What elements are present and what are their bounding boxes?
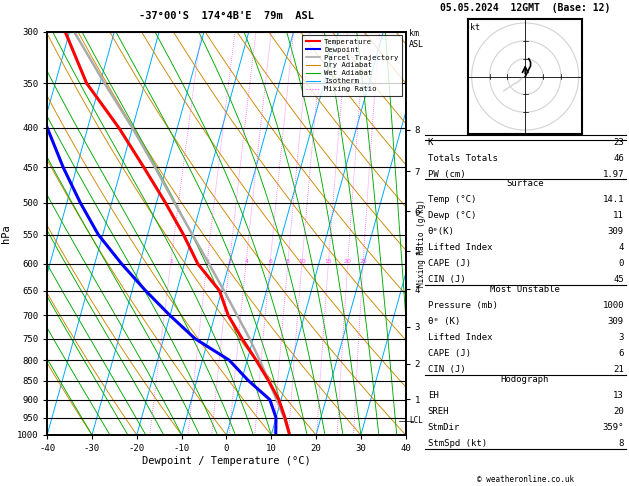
Text: Lifted Index: Lifted Index [428, 333, 493, 342]
Text: θᵉ (K): θᵉ (K) [428, 317, 460, 326]
Text: 25: 25 [359, 259, 367, 263]
Text: -37°00'S  174°4B'E  79m  ASL: -37°00'S 174°4B'E 79m ASL [139, 11, 314, 21]
Text: 20: 20 [344, 259, 352, 263]
Text: 13: 13 [613, 391, 624, 400]
Text: Totals Totals: Totals Totals [428, 154, 498, 163]
Text: © weatheronline.co.uk: © weatheronline.co.uk [477, 474, 574, 484]
Text: Most Unstable: Most Unstable [490, 285, 560, 294]
Text: K: K [428, 138, 433, 147]
Text: PW (cm): PW (cm) [428, 170, 465, 179]
Text: CIN (J): CIN (J) [428, 365, 465, 374]
Text: 309: 309 [608, 227, 624, 236]
Text: km
ASL: km ASL [409, 29, 424, 49]
Text: 15: 15 [325, 259, 332, 263]
X-axis label: Dewpoint / Temperature (°C): Dewpoint / Temperature (°C) [142, 456, 311, 466]
Text: LCL: LCL [409, 416, 423, 425]
Text: 8: 8 [286, 259, 290, 263]
Text: 4: 4 [618, 243, 624, 252]
Text: 21: 21 [613, 365, 624, 374]
Text: 1: 1 [169, 259, 173, 263]
Text: EH: EH [428, 391, 438, 400]
Text: 05.05.2024  12GMT  (Base: 12): 05.05.2024 12GMT (Base: 12) [440, 3, 610, 14]
Text: 309: 309 [608, 317, 624, 326]
Text: 45: 45 [613, 276, 624, 284]
Text: 6: 6 [269, 259, 272, 263]
Text: SREH: SREH [428, 407, 449, 416]
Text: Surface: Surface [506, 179, 543, 188]
Text: 3: 3 [228, 259, 231, 263]
Text: 3: 3 [618, 333, 624, 342]
Text: Dewp (°C): Dewp (°C) [428, 211, 476, 220]
Text: 8: 8 [618, 439, 624, 448]
Text: 20: 20 [613, 407, 624, 416]
Text: 14.1: 14.1 [603, 195, 624, 204]
Text: 2: 2 [205, 259, 209, 263]
Text: 10: 10 [298, 259, 306, 263]
Text: 23: 23 [613, 138, 624, 147]
Text: 1.97: 1.97 [603, 170, 624, 179]
Text: 0: 0 [618, 260, 624, 268]
Text: kt: kt [470, 23, 481, 32]
Text: Pressure (mb): Pressure (mb) [428, 301, 498, 310]
Text: StmDir: StmDir [428, 423, 460, 432]
Text: 359°: 359° [603, 423, 624, 432]
Text: Mixing Ratio (g/kg): Mixing Ratio (g/kg) [417, 199, 426, 287]
Text: 11: 11 [613, 211, 624, 220]
Text: 4: 4 [244, 259, 248, 263]
Text: θᵉ(K): θᵉ(K) [428, 227, 455, 236]
Text: 46: 46 [613, 154, 624, 163]
Text: 6: 6 [618, 349, 624, 358]
Text: 1000: 1000 [603, 301, 624, 310]
Text: Lifted Index: Lifted Index [428, 243, 493, 252]
Text: Hodograph: Hodograph [501, 375, 549, 384]
Text: StmSpd (kt): StmSpd (kt) [428, 439, 487, 448]
Text: CAPE (J): CAPE (J) [428, 260, 470, 268]
Y-axis label: hPa: hPa [1, 224, 11, 243]
Text: Temp (°C): Temp (°C) [428, 195, 476, 204]
Text: CIN (J): CIN (J) [428, 276, 465, 284]
Legend: Temperature, Dewpoint, Parcel Trajectory, Dry Adiabat, Wet Adiabat, Isotherm, Mi: Temperature, Dewpoint, Parcel Trajectory… [303, 35, 402, 96]
Text: CAPE (J): CAPE (J) [428, 349, 470, 358]
